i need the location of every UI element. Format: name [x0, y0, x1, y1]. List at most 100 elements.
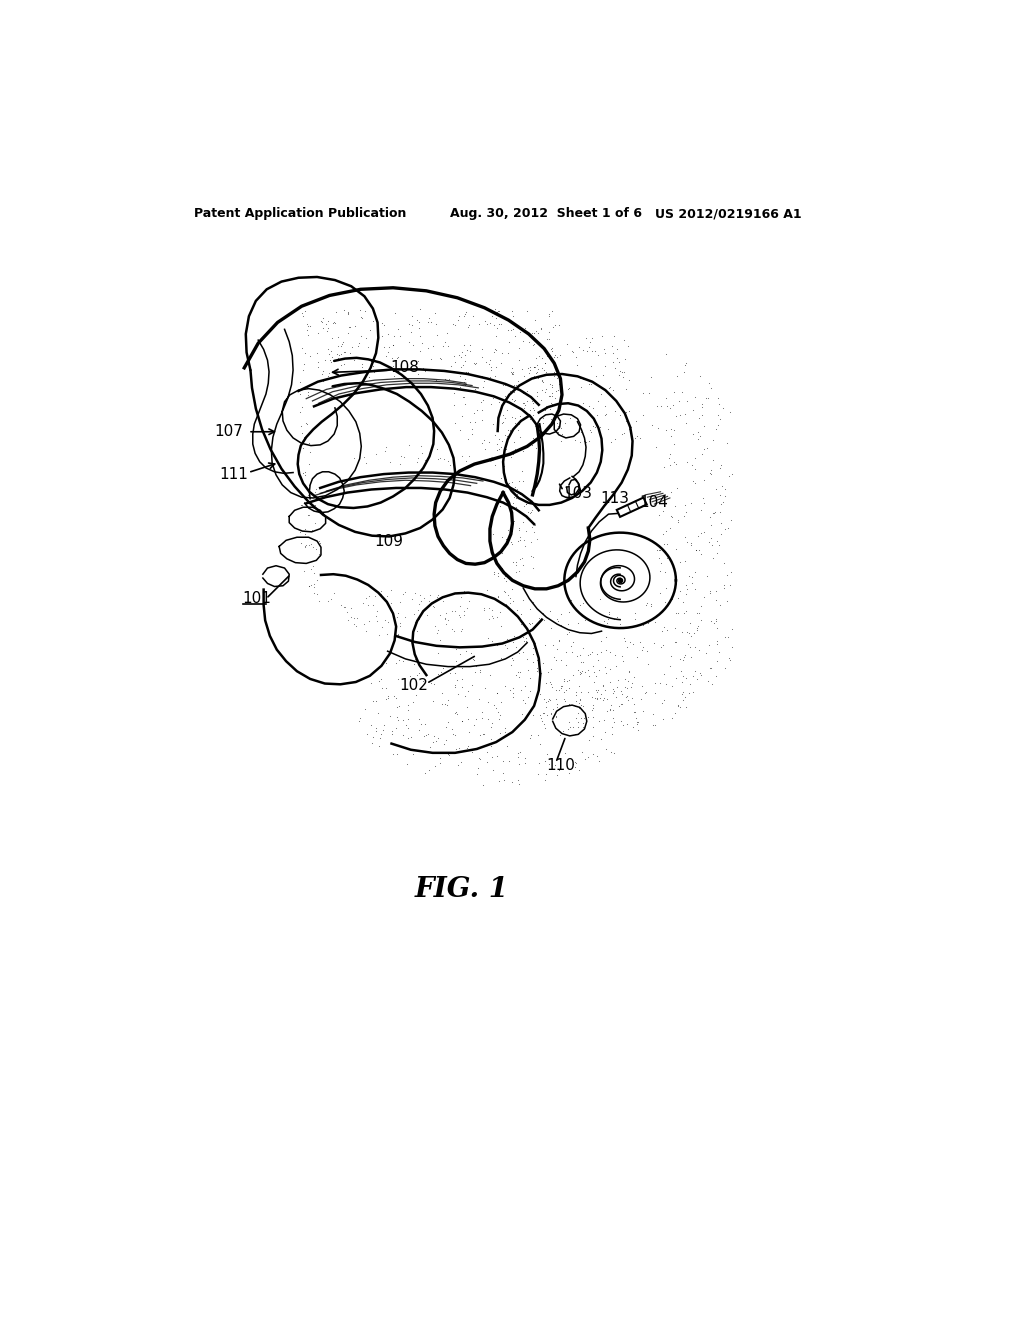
- Point: [499, 425, 515, 446]
- Point: [301, 576, 317, 597]
- Point: [503, 532, 519, 553]
- Point: [337, 597, 353, 618]
- Point: [614, 693, 631, 714]
- Point: [495, 375, 511, 396]
- Point: [607, 656, 624, 677]
- Point: [690, 602, 707, 623]
- Point: [628, 609, 644, 630]
- Point: [553, 603, 569, 624]
- Point: [593, 631, 609, 652]
- Point: [452, 376, 468, 397]
- Point: [369, 610, 385, 631]
- Point: [609, 677, 626, 698]
- Point: [635, 404, 651, 425]
- Point: [331, 326, 347, 347]
- Point: [545, 363, 561, 384]
- Point: [521, 598, 538, 619]
- Point: [441, 663, 458, 684]
- Point: [369, 721, 385, 742]
- Point: [676, 506, 692, 527]
- Point: [484, 388, 501, 409]
- Point: [678, 413, 694, 434]
- Point: [388, 744, 404, 766]
- Point: [314, 312, 331, 333]
- Point: [511, 561, 527, 582]
- Point: [549, 347, 565, 368]
- Point: [523, 545, 540, 566]
- Point: [492, 438, 508, 459]
- Point: [703, 459, 720, 480]
- Point: [553, 676, 569, 697]
- Point: [607, 400, 624, 421]
- Point: [449, 639, 465, 660]
- Point: [585, 697, 601, 718]
- Point: [523, 408, 540, 429]
- Point: [498, 570, 514, 591]
- Point: [529, 657, 546, 678]
- Point: [597, 404, 613, 425]
- Point: [689, 429, 706, 450]
- Point: [676, 602, 692, 623]
- Point: [541, 305, 557, 326]
- Point: [511, 519, 527, 540]
- Point: [713, 512, 729, 533]
- Point: [486, 366, 503, 387]
- Point: [577, 748, 593, 770]
- Point: [720, 627, 736, 648]
- Point: [510, 770, 526, 791]
- Point: [414, 436, 430, 457]
- Point: [535, 602, 551, 623]
- Point: [531, 424, 548, 445]
- Point: [300, 521, 316, 543]
- Point: [331, 345, 347, 366]
- Point: [569, 711, 586, 733]
- Point: [298, 535, 314, 556]
- Point: [380, 612, 396, 634]
- Point: [539, 704, 555, 725]
- Point: [585, 416, 601, 437]
- Point: [553, 615, 569, 636]
- Point: [484, 713, 501, 734]
- Point: [497, 492, 513, 513]
- Point: [703, 673, 720, 694]
- Point: [626, 634, 642, 655]
- Point: [478, 314, 495, 335]
- Point: [497, 424, 513, 445]
- Point: [575, 651, 592, 672]
- Point: [589, 746, 605, 767]
- Point: [303, 533, 319, 554]
- Point: [487, 298, 504, 319]
- Point: [675, 591, 691, 612]
- Point: [560, 379, 577, 400]
- Point: [484, 599, 501, 620]
- Point: [651, 504, 668, 525]
- Point: [343, 598, 359, 619]
- Point: [708, 502, 724, 523]
- Point: [452, 607, 468, 628]
- Point: [493, 352, 509, 374]
- Point: [315, 360, 332, 381]
- Point: [529, 529, 546, 550]
- Point: [632, 428, 648, 449]
- Point: [702, 378, 719, 399]
- Point: [306, 574, 323, 595]
- Point: [512, 483, 528, 504]
- Point: [538, 379, 554, 400]
- Point: [612, 694, 629, 715]
- Point: [715, 397, 731, 418]
- Point: [572, 694, 589, 715]
- Point: [490, 392, 507, 413]
- Point: [552, 725, 568, 746]
- Point: [489, 433, 506, 454]
- Point: [702, 527, 719, 548]
- Point: [388, 688, 404, 709]
- Point: [628, 708, 644, 729]
- Point: [323, 589, 339, 610]
- Point: [561, 677, 578, 698]
- Point: [508, 496, 524, 517]
- Point: [624, 688, 640, 709]
- Point: [542, 374, 558, 395]
- Point: [505, 550, 521, 572]
- Point: [530, 763, 547, 784]
- Point: [385, 356, 401, 378]
